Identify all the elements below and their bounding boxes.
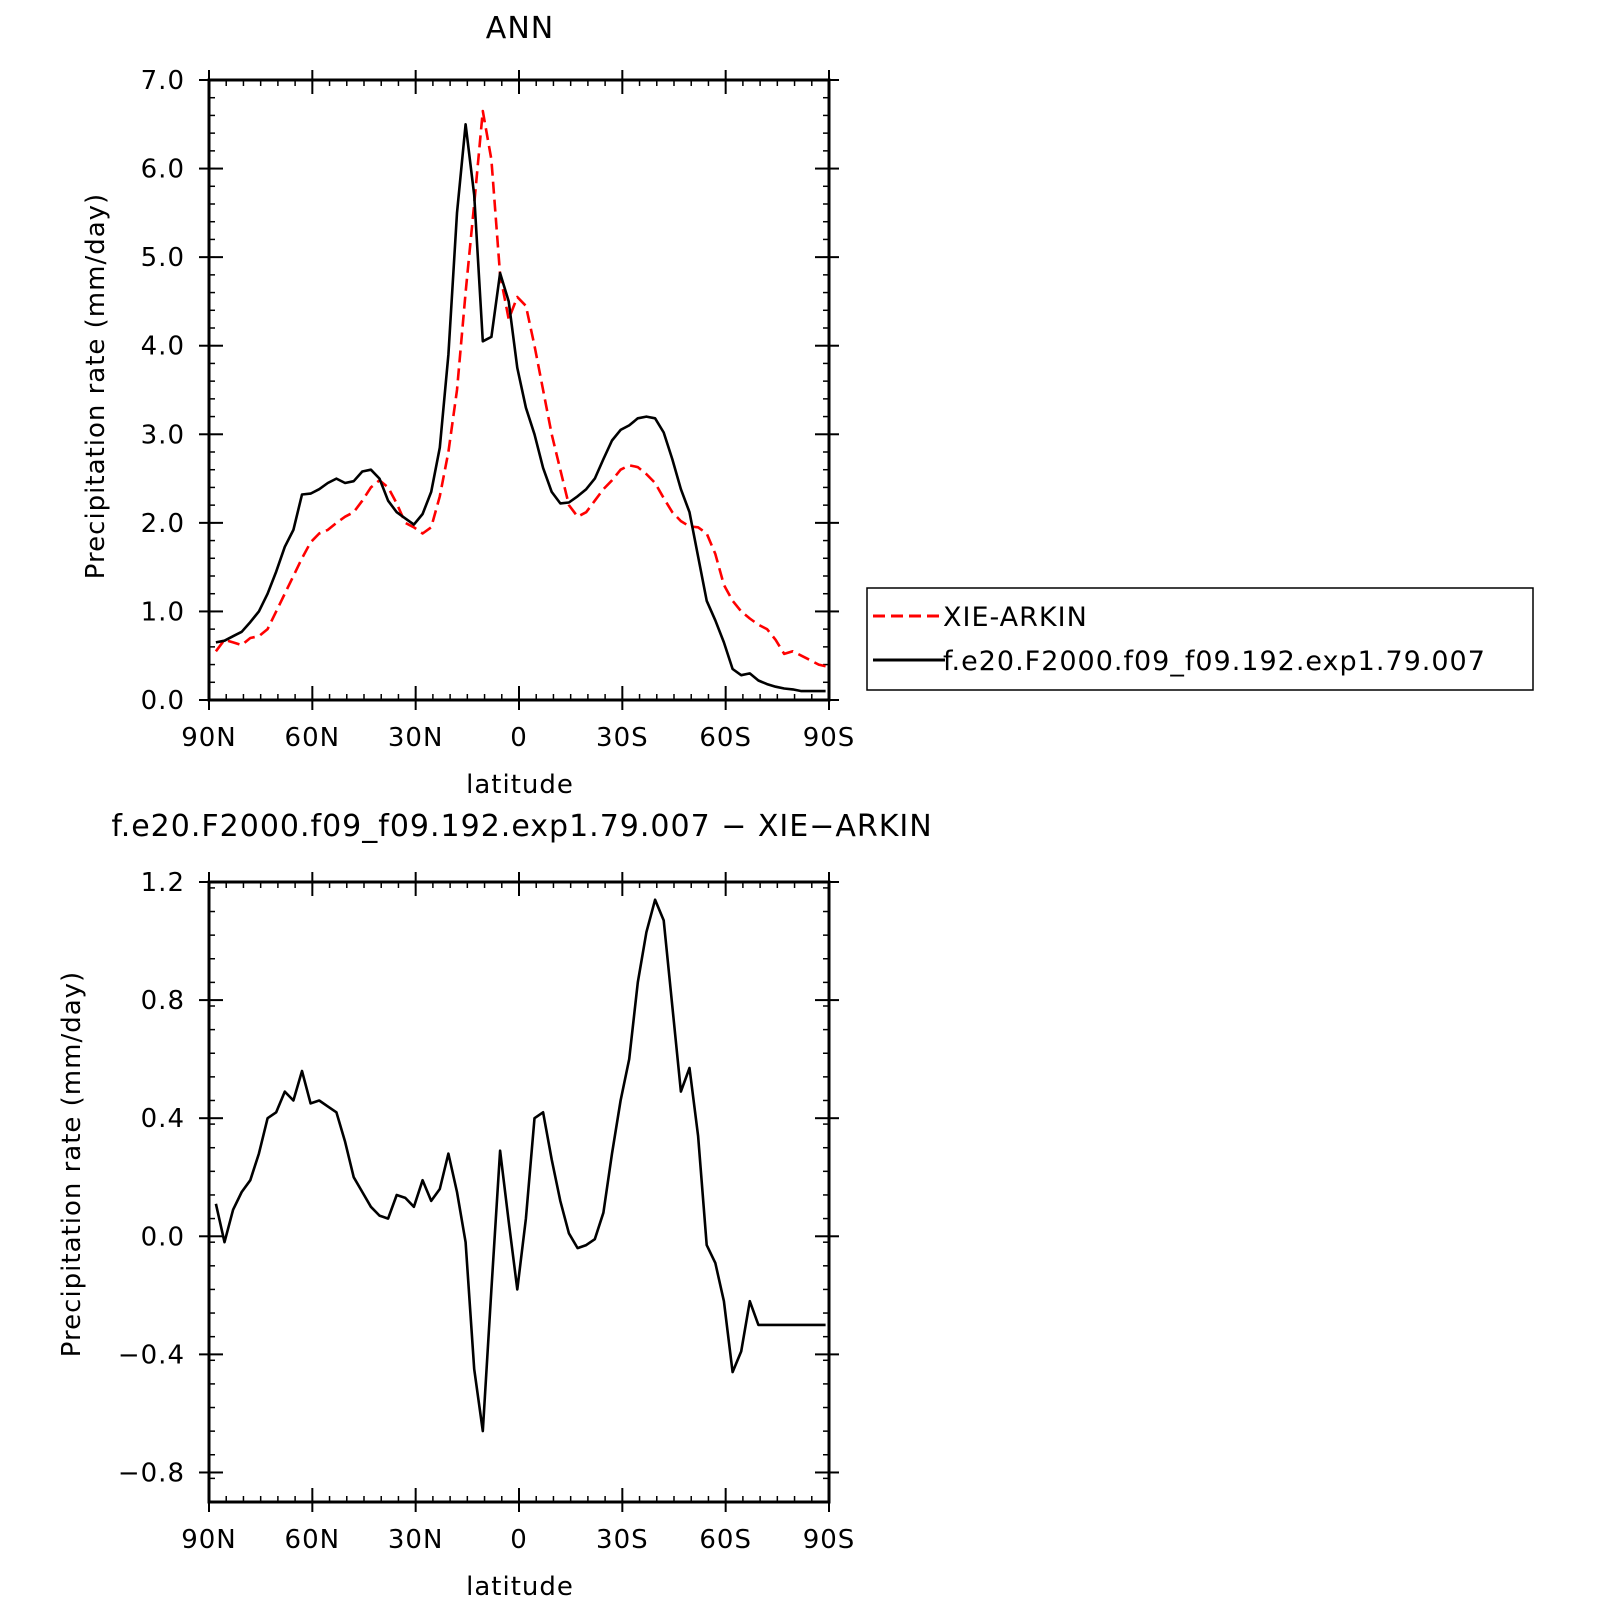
top-chart-frame — [207, 78, 831, 702]
bottom-chart-y-axis-label: Precipitation rate (mm/day) — [57, 971, 87, 1357]
top-chart-x-axis-label: latitude — [466, 770, 574, 800]
bottom-x-tick-label: 30S — [596, 1525, 649, 1555]
bottom-x-tick-label: 90N — [181, 1525, 237, 1555]
bottom-chart-panel: f.e20.F2000.f09_f09.192.exp1.79.007 − XI… — [57, 809, 932, 1602]
top-x-tick-label: 30N — [388, 723, 444, 753]
bottom-chart-frame — [207, 880, 831, 1504]
top-y-tick-label: 1.0 — [141, 597, 185, 627]
top-y-tick-label: 3.0 — [141, 420, 185, 450]
bottom-x-tick-label: 60N — [285, 1525, 341, 1555]
bottom-series-line-0 — [214, 898, 826, 1433]
legend-box — [866, 587, 1534, 691]
top-y-tick-label: 2.0 — [141, 509, 185, 539]
top-y-tick-label: 6.0 — [141, 155, 185, 185]
top-y-tick-label: 7.0 — [141, 66, 185, 96]
legend-xie-arkin-label: XIE-ARKIN — [943, 602, 1088, 633]
top-chart-y-axis-label: Precipitation rate (mm/day) — [81, 193, 111, 579]
top-x-tick-label: 30S — [596, 723, 649, 753]
legend-model-label: f.e20.F2000.f09_f09.192.exp1.79.007 — [943, 646, 1486, 677]
top-y-tick-label: 4.0 — [141, 332, 185, 362]
top-chart-panel: ANN Precipitation rate (mm/day) latitude… — [81, 11, 1534, 800]
top-series-line-1 — [215, 123, 826, 693]
bottom-y-tick-label: 0.8 — [141, 986, 185, 1016]
top-x-tick-label: 0 — [510, 723, 528, 753]
bottom-y-tick-label: −0.8 — [118, 1458, 185, 1488]
bottom-y-tick-label: −0.4 — [118, 1340, 185, 1370]
bottom-y-tick-label: 0.0 — [141, 1222, 185, 1252]
top-x-tick-label: 90S — [803, 723, 856, 753]
top-chart-title: ANN — [486, 11, 554, 46]
bottom-x-tick-label: 90S — [803, 1525, 856, 1555]
top-series-line-0 — [214, 109, 826, 668]
bottom-y-tick-label: 1.2 — [141, 868, 185, 898]
legend: XIE-ARKIN f.e20.F2000.f09_f09.192.exp1.7… — [866, 587, 1534, 691]
top-x-tick-label: 60N — [285, 723, 341, 753]
bottom-y-tick-label: 0.4 — [141, 1104, 185, 1134]
top-x-tick-label: 90N — [181, 723, 237, 753]
bottom-chart-title: f.e20.F2000.f09_f09.192.exp1.79.007 − XI… — [111, 809, 932, 844]
bottom-x-tick-label: 0 — [510, 1525, 528, 1555]
bottom-x-tick-label: 60S — [699, 1525, 752, 1555]
top-x-tick-label: 60S — [699, 723, 752, 753]
bottom-chart-x-axis-label: latitude — [466, 1572, 574, 1602]
top-y-tick-label: 5.0 — [141, 243, 185, 273]
bottom-x-tick-label: 30N — [388, 1525, 444, 1555]
top-y-tick-label: 0.0 — [141, 686, 185, 716]
